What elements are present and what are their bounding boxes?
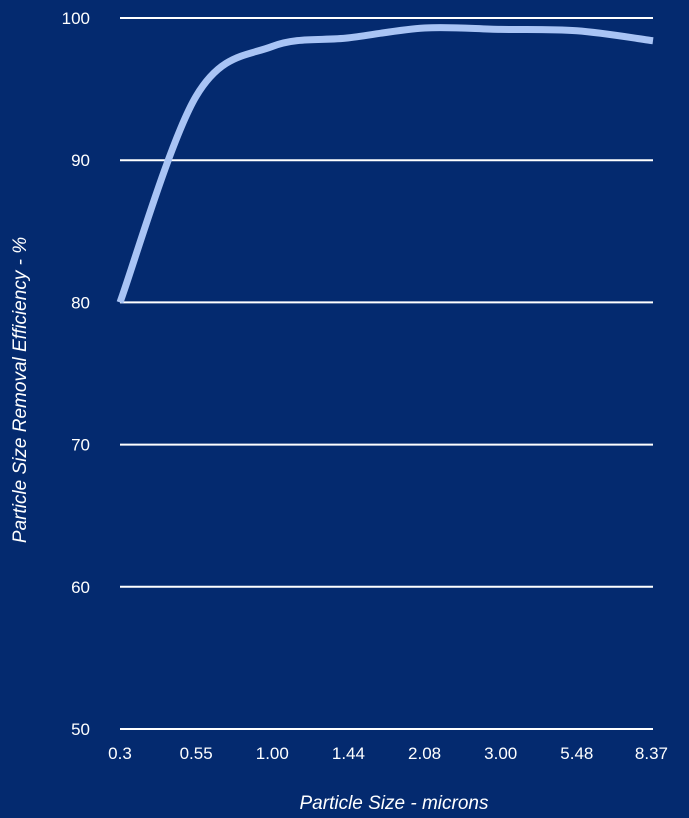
x-axis-title: Particle Size - microns bbox=[300, 793, 489, 814]
series-layer bbox=[116, 24, 654, 304]
x-tick-label: 5.48 bbox=[560, 744, 593, 763]
y-tick-label: 50 bbox=[71, 720, 90, 739]
series-line-0 bbox=[116, 24, 654, 304]
x-tick-label: 8.37 bbox=[635, 744, 668, 763]
y-tick-label: 60 bbox=[71, 578, 90, 597]
x-tick-label: 0.55 bbox=[180, 744, 213, 763]
x-tick-label: 0.3 bbox=[108, 744, 132, 763]
y-tick-labels: 50 60 70 80 90 100 bbox=[62, 9, 90, 739]
x-tick-labels: 0.3 0.55 1.00 1.44 2.08 3.00 5.48 8.37 bbox=[108, 744, 668, 763]
x-tick-label: 2.08 bbox=[408, 744, 441, 763]
x-tick-label: 3.00 bbox=[484, 744, 517, 763]
y-tick-label: 100 bbox=[62, 9, 90, 28]
x-tick-label: 1.44 bbox=[332, 744, 365, 763]
y-axis-title: Particle Size Removal Efficiency - % bbox=[10, 237, 31, 543]
y-tick-label: 90 bbox=[71, 151, 90, 170]
y-tick-label: 80 bbox=[71, 293, 90, 312]
grid-lines bbox=[120, 17, 653, 730]
x-tick-label: 1.00 bbox=[256, 744, 289, 763]
y-tick-label: 70 bbox=[71, 436, 90, 455]
